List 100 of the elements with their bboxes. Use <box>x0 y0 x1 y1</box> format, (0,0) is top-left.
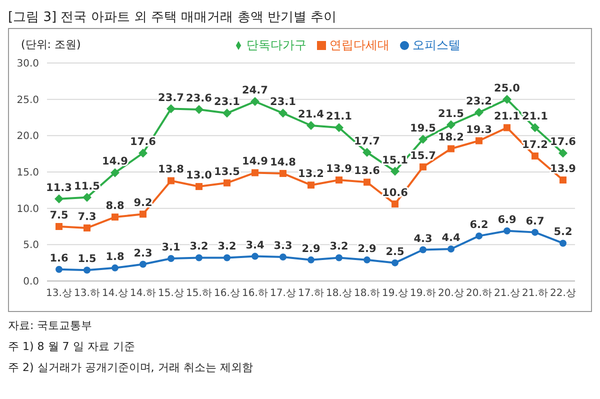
data-label: 1.6 <box>50 252 68 264</box>
data-label: 13.6 <box>354 165 380 178</box>
data-label: 1.8 <box>106 250 124 263</box>
y-tick-label: 30.0 <box>16 58 39 70</box>
point <box>56 266 62 273</box>
data-label: 11.5 <box>74 180 100 192</box>
legend-label: 단독다가구 <box>246 38 306 52</box>
point <box>336 254 342 262</box>
point <box>392 259 398 266</box>
point <box>420 163 426 170</box>
point <box>420 246 426 254</box>
point <box>140 210 146 218</box>
y-tick-label: 25.0 <box>16 94 39 106</box>
point <box>560 176 566 184</box>
x-tick-label: 19.하 <box>410 288 436 300</box>
data-label: 11.3 <box>46 182 72 194</box>
data-label: 17.7 <box>354 135 380 148</box>
y-tick-label: 10.0 <box>16 204 39 215</box>
point <box>110 168 120 178</box>
point <box>392 200 398 208</box>
legend-label: 연립다세대 <box>330 38 390 52</box>
point <box>112 214 118 221</box>
data-label: 25.0 <box>494 82 520 94</box>
data-label: 3.1 <box>162 241 180 254</box>
point <box>308 182 314 189</box>
point <box>252 252 258 260</box>
point <box>334 123 344 132</box>
point <box>504 124 510 132</box>
point <box>54 194 64 204</box>
x-tick-label: 20.상 <box>438 288 464 300</box>
data-label: 2.3 <box>134 247 152 260</box>
x-tick-label: 15.상 <box>158 288 184 300</box>
point <box>336 176 342 184</box>
x-tick-label: 17.상 <box>270 288 296 300</box>
data-label: 13.8 <box>158 164 184 176</box>
text: 주 2) 실거래가 공개기준이며, 거래 취소는 제외함 <box>8 360 254 375</box>
point <box>196 254 202 262</box>
data-label: 5.2 <box>554 226 572 238</box>
point <box>224 254 230 262</box>
x-tick-label: 22.상 <box>550 288 576 300</box>
x-tick-label: 16.하 <box>242 288 268 300</box>
point <box>560 240 566 247</box>
x-tick-label: 21.상 <box>494 288 520 300</box>
point <box>476 137 482 144</box>
point <box>56 223 62 230</box>
point <box>390 166 400 176</box>
x-tick-label: 13.하 <box>74 288 100 300</box>
data-label: 9.2 <box>134 197 152 210</box>
x-tick-label: 18.하 <box>354 288 380 300</box>
point <box>84 266 90 274</box>
data-label: 13.5 <box>214 166 240 178</box>
data-label: 17.6 <box>550 136 576 148</box>
x-tick-label: 15.하 <box>186 288 212 300</box>
point <box>252 169 258 176</box>
point <box>306 120 316 130</box>
point <box>448 145 454 152</box>
point <box>82 192 92 202</box>
data-label: 19.5 <box>410 122 436 134</box>
data-label: 18.2 <box>438 132 464 144</box>
data-label: 19.3 <box>466 124 492 136</box>
point <box>112 264 118 272</box>
text: (단위: 조원) <box>21 37 81 52</box>
data-label: 2.5 <box>386 246 404 258</box>
point <box>308 256 314 264</box>
data-label: 7.5 <box>50 210 68 222</box>
data-label: 4.3 <box>414 232 432 245</box>
point <box>558 148 568 158</box>
data-label: 13.2 <box>298 168 324 180</box>
y-tick-label: 15.0 <box>16 168 39 179</box>
data-label: 3.3 <box>274 240 292 252</box>
data-label: 4.4 <box>442 232 460 244</box>
text: 자료: 국토교통부 <box>8 318 94 333</box>
data-label: 2.9 <box>358 242 376 255</box>
point <box>166 104 176 114</box>
data-label: 1.5 <box>78 253 96 266</box>
point <box>532 228 538 236</box>
point <box>364 178 370 186</box>
data-label: 7.3 <box>78 210 96 223</box>
data-label: 14.9 <box>242 156 268 168</box>
data-label: 23.1 <box>214 96 240 108</box>
y-tick-label: 20.0 <box>16 131 39 142</box>
point <box>168 254 174 262</box>
point <box>502 94 512 104</box>
point <box>140 260 146 268</box>
point <box>476 232 482 240</box>
x-tick-label: 21.하 <box>522 288 548 300</box>
point <box>194 105 204 114</box>
point <box>138 148 148 158</box>
data-label: 2.9 <box>302 242 320 255</box>
point <box>362 148 372 157</box>
data-label: 23.2 <box>466 95 492 108</box>
point <box>418 134 428 144</box>
data-label: 3.4 <box>246 239 264 252</box>
data-label: 24.7 <box>242 84 268 97</box>
point <box>84 224 90 232</box>
point <box>446 120 456 130</box>
data-label: 13.0 <box>186 170 212 182</box>
y-tick-label: 5.0 <box>23 240 39 252</box>
point <box>280 254 286 261</box>
data-label: 21.4 <box>298 108 324 120</box>
